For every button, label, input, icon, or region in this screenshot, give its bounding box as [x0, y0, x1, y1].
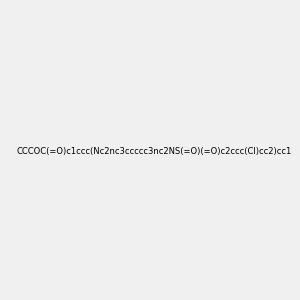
Text: CCCOC(=O)c1ccc(Nc2nc3ccccc3nc2NS(=O)(=O)c2ccc(Cl)cc2)cc1: CCCOC(=O)c1ccc(Nc2nc3ccccc3nc2NS(=O)(=O)… — [16, 147, 291, 156]
